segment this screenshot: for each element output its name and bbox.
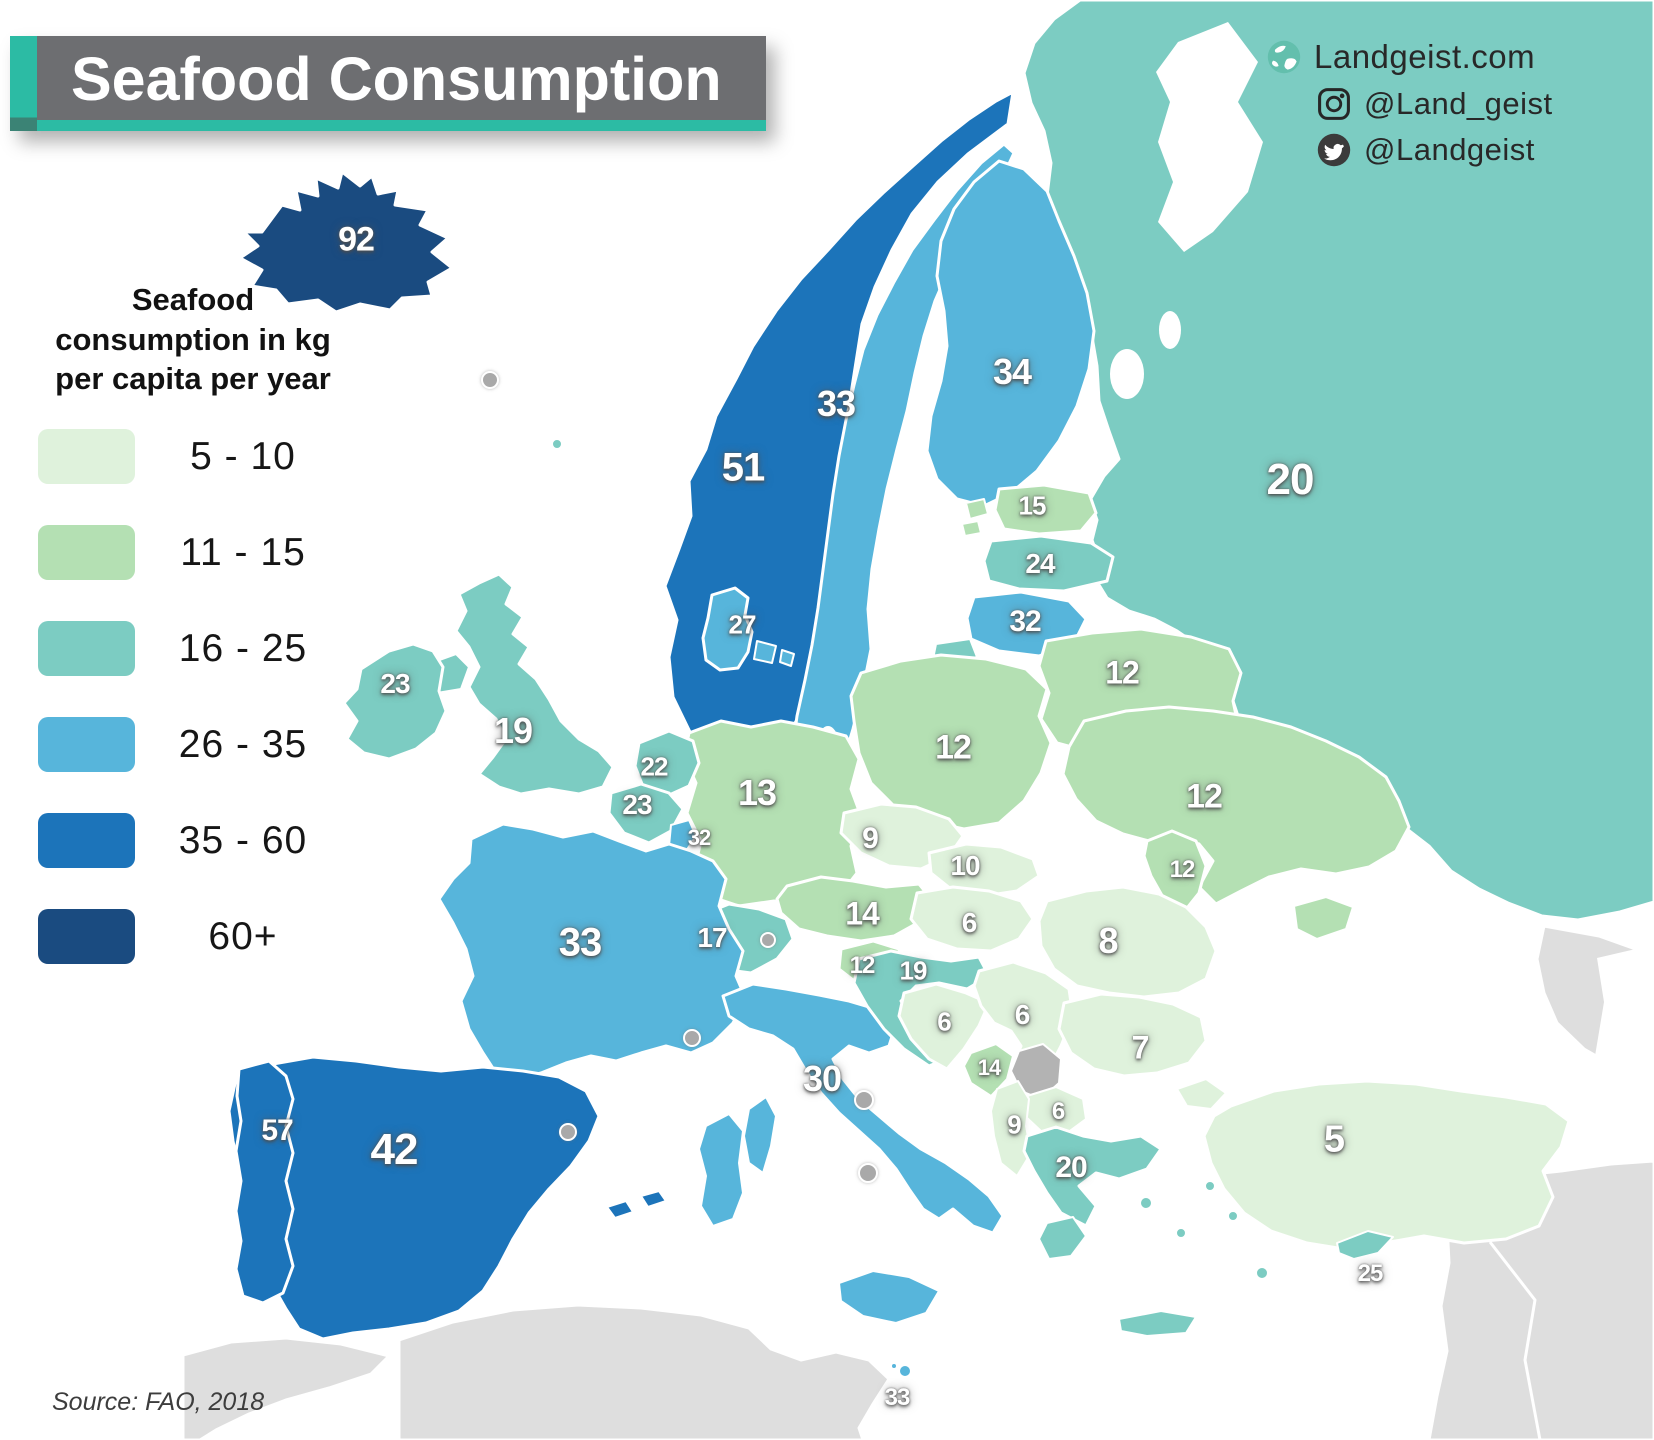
region-crimea: [1293, 896, 1354, 940]
branding-twitter-handle: @Landgeist: [1364, 132, 1535, 167]
region-east-thrace: [1176, 1078, 1227, 1110]
legend: Seafood consumption in kg per capita per…: [38, 280, 348, 965]
legend-range-label-2: 16 - 25: [178, 626, 308, 670]
legend-item-1: 11 - 15: [38, 525, 348, 581]
country-sweden: [790, 142, 1016, 808]
country-hungary: [909, 885, 1035, 953]
island-crete: [1118, 1310, 1197, 1337]
title-block: Seafood Consumption: [10, 36, 766, 132]
legend-range-label-1: 11 - 15: [180, 530, 306, 574]
instagram-icon: [1318, 88, 1350, 120]
branding-site-row: Landgeist.com: [1266, 38, 1553, 76]
country-ireland: [342, 642, 448, 761]
country-estonia: [993, 483, 1098, 536]
country-malta: [898, 1364, 912, 1378]
legend-rows: 5 - 10 11 - 15 16 - 25 26 - 35 35 - 60 60+: [38, 429, 348, 965]
balearic-islands: [606, 1190, 667, 1219]
page-title: Seafood Consumption: [37, 36, 766, 132]
white-sea: [1156, 22, 1263, 252]
country-austria: [775, 875, 935, 943]
country-ukraine: [1061, 705, 1411, 906]
island-corsica: [743, 1096, 777, 1174]
legend-item-3: 26 - 35: [38, 717, 348, 773]
lake-onega: [1159, 311, 1181, 349]
legend-swatch-4: [38, 813, 135, 869]
legend-range-label-0: 5 - 10: [190, 434, 296, 478]
legend-item-4: 35 - 60: [38, 813, 348, 869]
branding-site: Landgeist.com: [1314, 38, 1536, 75]
region-morocco: [181, 1336, 391, 1440]
country-slovakia: [927, 842, 1041, 898]
source-note: Source: FAO, 2018: [52, 1388, 265, 1416]
country-moldova: [1142, 829, 1208, 915]
legend-swatch-5: [38, 909, 135, 965]
legend-range-label-3: 26 - 35: [178, 722, 308, 766]
island-sicily: [838, 1270, 940, 1324]
aegean-island: [1139, 1196, 1153, 1210]
title-accent-bar: [10, 36, 37, 132]
legend-item-5: 60+: [38, 909, 348, 965]
country-turkey: [1202, 1079, 1571, 1251]
lake-ladoga: [1110, 349, 1144, 399]
country-luxembourg: [668, 819, 697, 852]
middle-east-border: [1488, 1241, 1542, 1440]
legend-item-2: 16 - 25: [38, 621, 348, 677]
branding-instagram-handle: @Land_geist: [1364, 86, 1553, 121]
region-algeria-tunisia: [397, 1303, 891, 1440]
country-greece: [1022, 1125, 1163, 1228]
legend-title: Seafood consumption in kg per capita per…: [55, 282, 331, 397]
aegean-island: [1227, 1210, 1239, 1222]
country-bosnia: [897, 982, 991, 1071]
legend-item-0: 5 - 10: [38, 429, 348, 485]
island-gozo: [890, 1362, 898, 1370]
aegean-island: [1204, 1180, 1216, 1192]
danish-isles: [753, 640, 795, 667]
country-romania: [1037, 885, 1218, 999]
island-rhodes: [1255, 1266, 1269, 1280]
estonian-islands: [961, 498, 989, 537]
country-bulgaria: [1057, 992, 1208, 1078]
shetland: [551, 438, 563, 450]
legend-swatch-2: [38, 621, 135, 677]
branding-twitter-row: @Landgeist: [1316, 132, 1553, 168]
country-iceland: [238, 170, 454, 314]
region-peloponnese: [1038, 1216, 1087, 1260]
legend-swatch-0: [38, 429, 135, 485]
globe-icon: [1267, 40, 1301, 74]
country-poland: [849, 653, 1053, 831]
legend-range-label-4: 35 - 60: [178, 818, 308, 862]
country-latvia: [982, 534, 1115, 593]
branding: Landgeist.com @Land_geist @Landgeist: [1266, 38, 1553, 178]
country-france: [437, 822, 748, 1081]
legend-swatch-1: [38, 525, 135, 581]
country-united-kingdom: [454, 572, 615, 796]
country-cyprus: [1336, 1230, 1394, 1260]
aegean-island: [1175, 1227, 1187, 1239]
legend-range-label-5: 60+: [208, 914, 278, 958]
country-albania: [990, 1080, 1032, 1177]
twitter-icon: [1317, 133, 1351, 167]
country-netherlands: [633, 729, 701, 798]
country-portugal: [234, 1059, 295, 1305]
branding-instagram-row: @Land_geist: [1316, 86, 1553, 122]
island-sardinia: [698, 1113, 744, 1227]
country-denmark: [701, 586, 754, 672]
legend-swatch-3: [38, 717, 135, 773]
